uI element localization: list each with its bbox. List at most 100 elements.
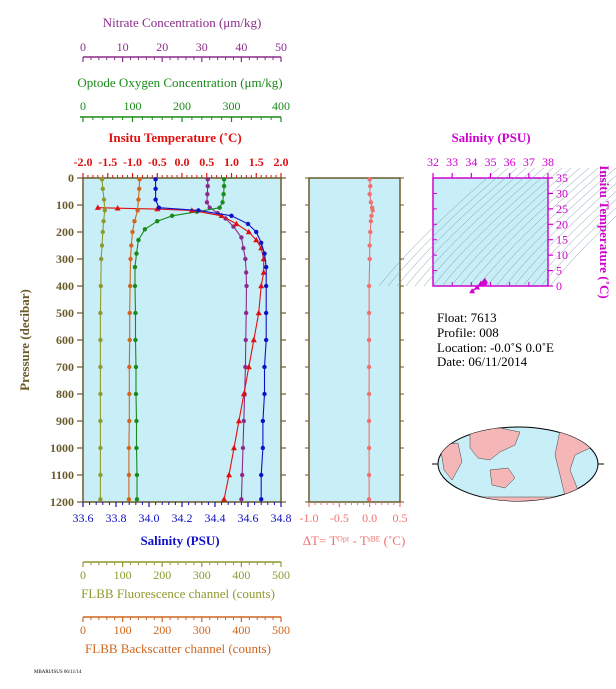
oxygen-point	[221, 177, 227, 182]
pressure-tick-label: 600	[56, 333, 74, 347]
backscatter-point	[127, 283, 133, 289]
oxygen-point	[133, 364, 139, 370]
fluorescence-point	[98, 497, 103, 502]
backscatter-point	[127, 391, 132, 397]
nitrate-tick-label: 0	[80, 40, 86, 54]
ts-x-tick-label: 34	[465, 155, 477, 169]
backscatter-point	[132, 219, 137, 224]
ts-density-contour	[378, 167, 500, 287]
oxygen-point	[134, 472, 140, 478]
backscatter-tick-label: 400	[232, 623, 250, 637]
oxygen-point	[220, 200, 225, 205]
backscatter-point	[128, 256, 133, 262]
temperature-tick-label: -1.0	[123, 155, 142, 169]
delta-t-tick-label: 0.5	[393, 511, 408, 525]
delta-t-tick-label: 0.0	[362, 511, 377, 525]
oxygen-tick-label: 100	[124, 99, 142, 113]
fluorescence-point	[99, 243, 105, 248]
delta-t-point	[366, 283, 372, 289]
delta-t-point	[367, 256, 372, 262]
nitrate-point	[241, 246, 246, 251]
ts-x-tick-label: 37	[523, 155, 535, 169]
nitrate-point	[244, 283, 249, 289]
fluorescence-point	[98, 310, 103, 316]
delta-t-tick-label: -1.0	[300, 511, 319, 525]
delta-t-panel: -1.0 -0.5 0.0 0.5 ΔT= Tᴼᵖᵗ - Tˢᴮᴱ (˚C)	[300, 177, 408, 548]
temperature-tick-label: 0.0	[175, 155, 190, 169]
ts-density-contour	[495, 167, 616, 287]
temperature-point	[260, 269, 267, 275]
delta-t-panel-background	[308, 177, 401, 503]
temperature-point	[255, 309, 262, 316]
fluorescence-axis: 0 100 200 300 400 500 FLBB Fluorescence chann…	[80, 561, 290, 601]
salinity-point	[260, 445, 266, 451]
salinity-point	[263, 264, 269, 270]
salinity-point	[156, 205, 162, 210]
profile-series	[94, 177, 269, 502]
oxygen-tick-label: 0	[80, 99, 86, 113]
temperature-point	[233, 220, 240, 227]
oxygen-axis-title: Optode Oxygen Concentration (μm/kg)	[77, 75, 282, 90]
oxygen-point	[221, 192, 226, 197]
delta-t-series	[366, 177, 375, 502]
temperature-axis: Insitu Temperature (˚C) -2.0 -1.5 -1.0 -0.5…	[74, 130, 289, 178]
oxygen-tick-label: 400	[272, 99, 290, 113]
backscatter-point	[127, 310, 132, 316]
fluorescence-point	[98, 391, 103, 397]
ts-density-contour	[387, 167, 509, 287]
ts-y-tick-label: 15	[556, 233, 568, 247]
ts-density-contour	[522, 191, 616, 287]
profile-panel: 0 100 200 300 400 500 600 700 800 900 1000 1100 1200…	[17, 171, 286, 509]
delta-t-point	[366, 310, 372, 316]
backscatter-point	[136, 197, 141, 202]
temperature-point	[253, 236, 260, 243]
temperature-axis-title: Insitu Temperature (˚C)	[108, 130, 241, 145]
salinity-axis-title: Salinity (PSU)	[140, 533, 219, 548]
oxygen-point	[217, 205, 222, 210]
delta-t-point	[366, 497, 372, 502]
fluorescence-tick-label: 100	[114, 568, 132, 582]
ts-panel-background	[432, 177, 549, 287]
nitrate-point	[205, 177, 210, 182]
fluorescence-point	[100, 186, 106, 191]
oxygen-point	[142, 227, 148, 232]
temperature-tick-label: 1.0	[224, 155, 239, 169]
temperature-tick-label: 2.0	[274, 155, 289, 169]
delta-t-point	[368, 219, 374, 224]
ts-y-tick-label: 30	[556, 186, 568, 200]
salinity-series-line	[155, 179, 267, 500]
ts-density-contour	[477, 167, 599, 287]
backscatter-point	[129, 243, 134, 248]
pressure-tick-label: 700	[56, 360, 74, 374]
salinity-point	[196, 208, 201, 213]
fluorescence-point	[98, 283, 104, 289]
ts-density-contour	[396, 167, 518, 287]
delta-t-point	[370, 208, 375, 213]
profile-number: Profile: 008	[437, 325, 499, 340]
oxygen-point	[132, 283, 138, 289]
oxygen-point	[134, 251, 139, 256]
backscatter-axis: 0 100 200 300 400 500 FLBB Backscatter channe…	[80, 616, 290, 656]
fluorescence-axis-title: FLBB Fluorescence channel (counts)	[81, 586, 275, 601]
temperature-ticks: -2.0 -1.5 -1.0 -0.5 0.0 0.5 1.0 1.5 2.0	[74, 155, 289, 178]
pressure-tick-label: 1000	[50, 441, 74, 455]
pressure-tick-label: 300	[56, 252, 74, 266]
ts-x-tick-label: 33	[446, 155, 458, 169]
ts-density-contour	[432, 167, 554, 287]
ts-density-contour	[405, 167, 527, 287]
nitrate-tick-label: 20	[156, 40, 168, 54]
fluorescence-point	[101, 219, 106, 224]
salinity-point	[260, 418, 266, 424]
salinity-point	[262, 391, 267, 397]
nitrate-point	[243, 337, 248, 343]
temperature-tick-label: 0.5	[199, 155, 214, 169]
float-info: Float: 7613 Profile: 008 Location: -0.0˚…	[437, 310, 554, 369]
salinity-tick-label: 33.6	[73, 511, 94, 525]
oxygen-point	[169, 213, 175, 218]
temperature-tick-label: -1.5	[98, 155, 117, 169]
oxygen-point	[134, 497, 140, 502]
nitrate-point	[205, 183, 210, 189]
ts-density-contour	[504, 175, 616, 287]
ts-point	[474, 284, 481, 290]
